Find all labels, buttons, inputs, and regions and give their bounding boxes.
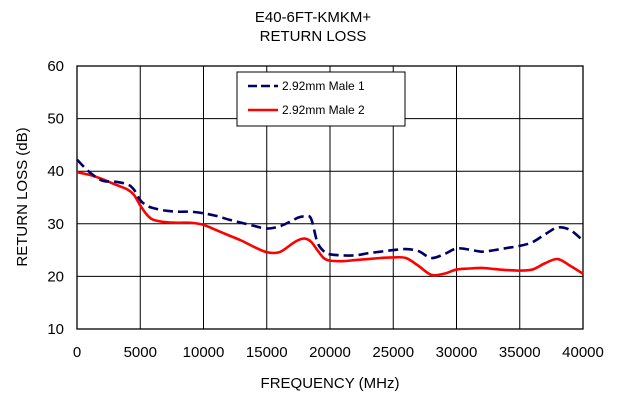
x-axis-tick-labels: 0 5000 10000 15000 20000 25000 30000 350… (73, 344, 604, 361)
y-tick-label: 50 (47, 111, 64, 128)
legend-label-series-2: 2.92mm Male 2 (282, 103, 365, 117)
series-line-1 (76, 158, 584, 260)
y-tick-label: 30 (47, 216, 64, 233)
y-tick-label: 20 (47, 268, 64, 285)
y-axis-label: RETURN LOSS (dB) (14, 127, 31, 266)
legend-label-series-1: 2.92mm Male 1 (282, 79, 365, 93)
chart-subtitle: RETURN LOSS (260, 28, 367, 45)
x-tick-label: 25000 (372, 344, 414, 361)
x-axis-label: FREQUENCY (MHz) (261, 375, 400, 392)
x-tick-label: 35000 (499, 344, 541, 361)
x-tick-label: 5000 (124, 344, 157, 361)
y-axis-tick-labels: 60 50 40 30 20 10 (47, 58, 64, 338)
legend-box (236, 71, 406, 127)
series-line-2 (76, 170, 584, 277)
x-tick-label: 40000 (562, 344, 604, 361)
legend: 2.92mm Male 1 2.92mm Male 2 (236, 71, 406, 127)
x-tick-label: 0 (73, 344, 81, 361)
y-tick-label: 10 (47, 321, 64, 338)
chart-title: E40-6FT-KMKM+ (255, 9, 372, 26)
x-tick-label: 10000 (183, 344, 225, 361)
y-tick-label: 40 (47, 163, 64, 180)
x-tick-label: 20000 (309, 344, 351, 361)
x-tick-label: 30000 (436, 344, 478, 361)
plot-area-frame (76, 65, 584, 330)
series-layer (76, 158, 584, 277)
x-tick-label: 15000 (246, 344, 288, 361)
y-tick-label: 60 (47, 58, 64, 75)
